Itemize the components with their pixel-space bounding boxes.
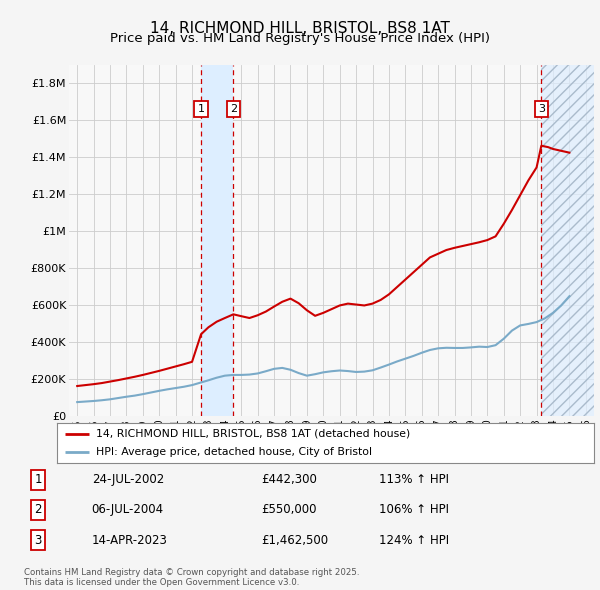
Text: 2: 2 bbox=[34, 503, 42, 516]
Text: £1,462,500: £1,462,500 bbox=[261, 534, 328, 547]
Text: 14-APR-2023: 14-APR-2023 bbox=[92, 534, 167, 547]
Text: Contains HM Land Registry data © Crown copyright and database right 2025.
This d: Contains HM Land Registry data © Crown c… bbox=[24, 568, 359, 587]
Text: 106% ↑ HPI: 106% ↑ HPI bbox=[379, 503, 449, 516]
Bar bbox=[541, 65, 594, 416]
Text: 113% ↑ HPI: 113% ↑ HPI bbox=[379, 473, 449, 486]
Text: £550,000: £550,000 bbox=[261, 503, 316, 516]
Text: 06-JUL-2004: 06-JUL-2004 bbox=[92, 503, 164, 516]
Text: 124% ↑ HPI: 124% ↑ HPI bbox=[379, 534, 449, 547]
Text: HPI: Average price, detached house, City of Bristol: HPI: Average price, detached house, City… bbox=[95, 447, 371, 457]
Text: Price paid vs. HM Land Registry's House Price Index (HPI): Price paid vs. HM Land Registry's House … bbox=[110, 32, 490, 45]
Text: 14, RICHMOND HILL, BRISTOL, BS8 1AT: 14, RICHMOND HILL, BRISTOL, BS8 1AT bbox=[150, 21, 450, 35]
Text: 2: 2 bbox=[230, 104, 237, 114]
Text: 3: 3 bbox=[34, 534, 42, 547]
Bar bbox=[201, 65, 233, 416]
Text: 3: 3 bbox=[538, 104, 545, 114]
Text: £442,300: £442,300 bbox=[261, 473, 317, 486]
Text: 1: 1 bbox=[34, 473, 42, 486]
Text: 1: 1 bbox=[197, 104, 205, 114]
Text: 14, RICHMOND HILL, BRISTOL, BS8 1AT (detached house): 14, RICHMOND HILL, BRISTOL, BS8 1AT (det… bbox=[95, 429, 410, 439]
Bar bbox=[541, 65, 594, 416]
Text: 24-JUL-2002: 24-JUL-2002 bbox=[92, 473, 164, 486]
